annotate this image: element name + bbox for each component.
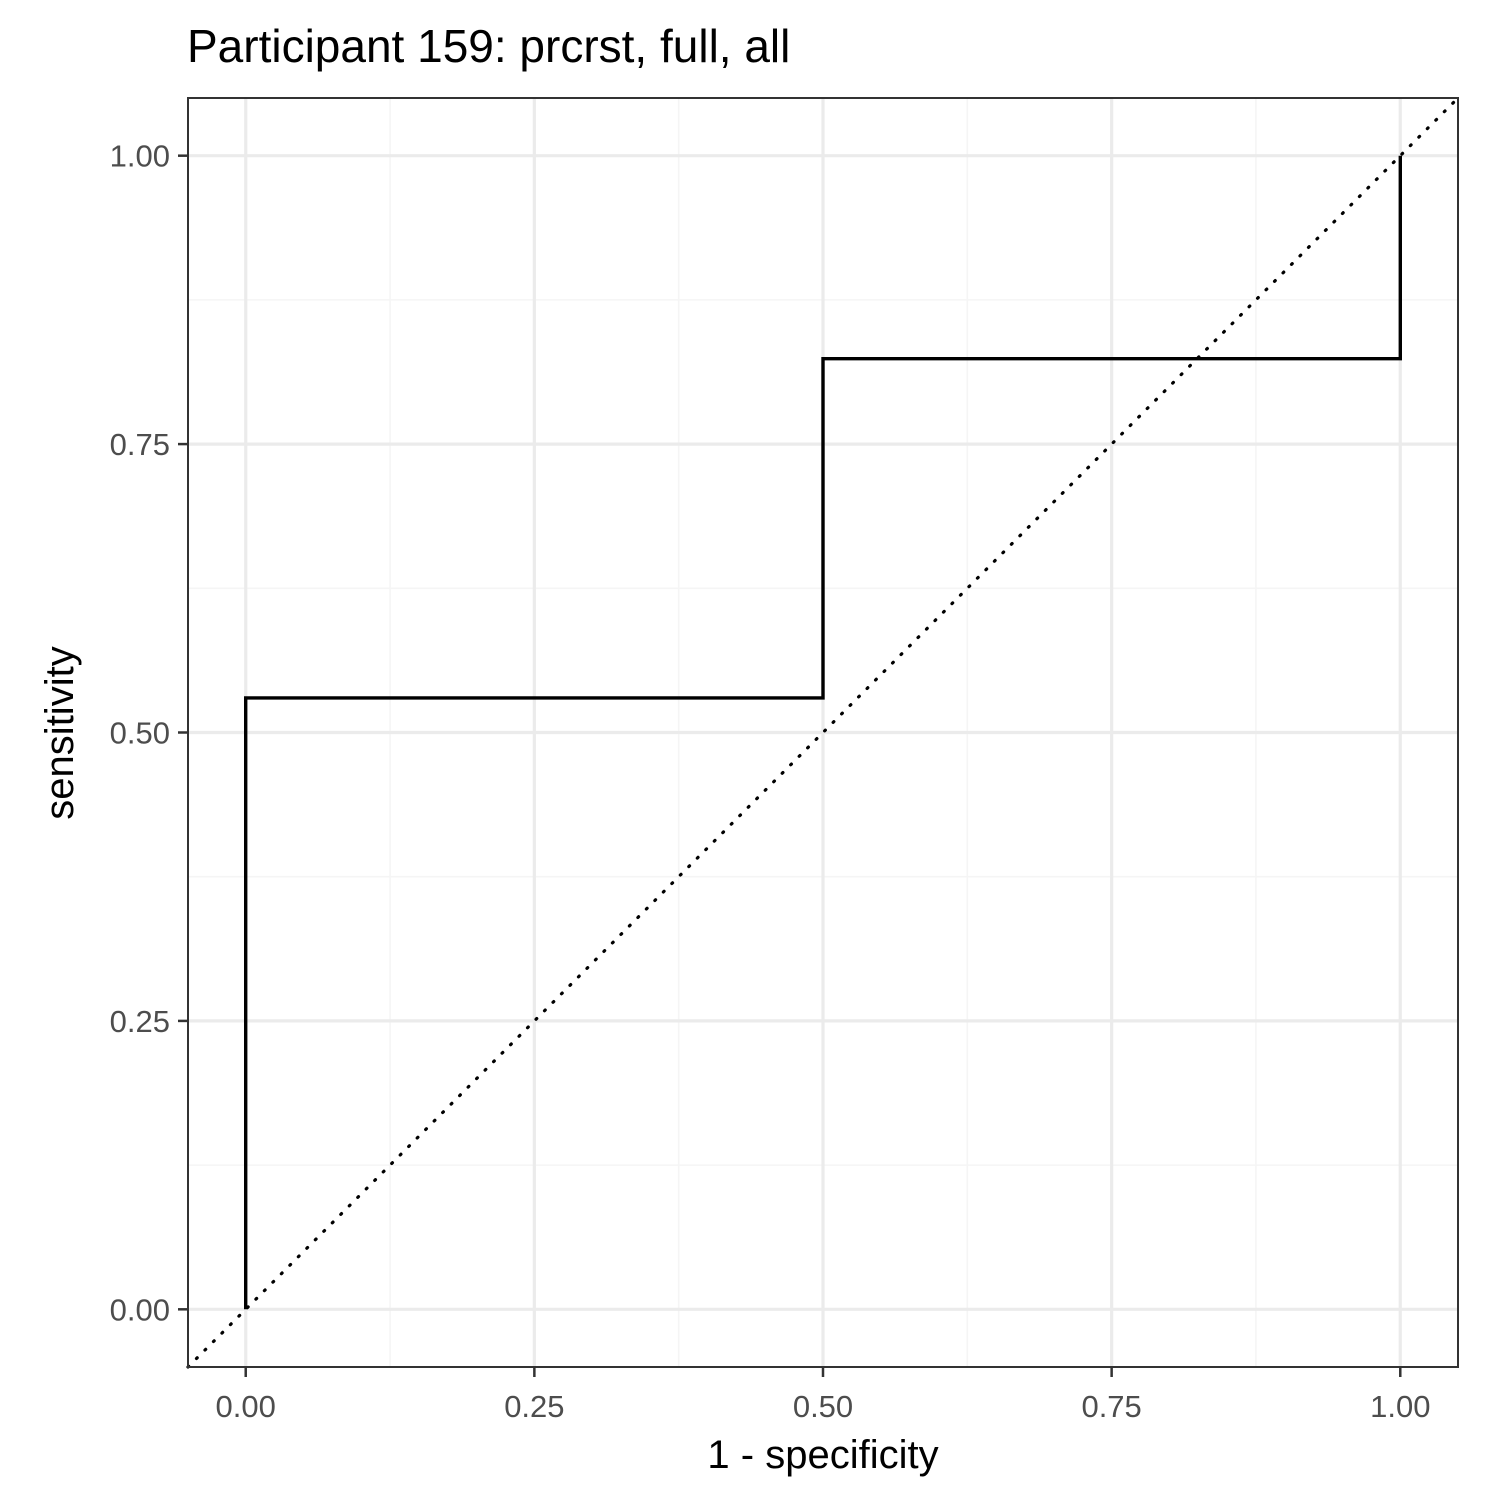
x-tick-label: 0.75 (1081, 1389, 1141, 1424)
y-tick-label: 0.50 (110, 716, 170, 751)
y-tick-label: 0.75 (110, 427, 170, 462)
x-tick-label: 0.25 (504, 1389, 564, 1424)
y-tick-label: 0.00 (110, 1292, 170, 1327)
reference-diagonal-line (186, 96, 1460, 1369)
x-tick-label: 0.50 (793, 1389, 853, 1424)
x-tick-label: 0.00 (216, 1389, 276, 1424)
y-tick-label: 0.25 (110, 1004, 170, 1039)
chart-title: Participant 159: prcrst, full, all (187, 20, 790, 72)
axes-layer: 0.00 0.25 0.50 0.75 1.00 0.00 0.25 0.50 0.75 1.00 (110, 97, 1459, 1424)
y-tick-label: 1.00 (110, 139, 170, 174)
y-axis-title: sensitivity (38, 646, 82, 819)
data-layer (186, 96, 1460, 1369)
x-tick-label: 1.00 (1370, 1389, 1430, 1424)
x-axis-title: 1 - specificity (707, 1433, 938, 1477)
roc-step-line (244, 155, 1402, 1310)
